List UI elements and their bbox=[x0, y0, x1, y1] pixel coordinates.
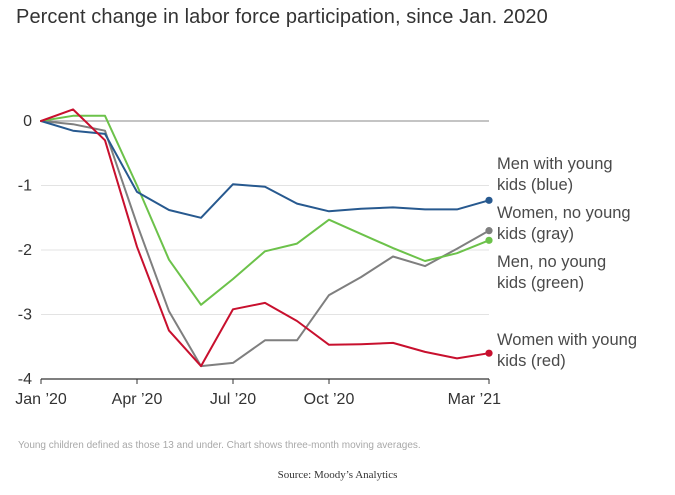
series-label: Women, no young kids (gray) bbox=[497, 204, 631, 243]
series-end-dot bbox=[485, 236, 493, 244]
y-tick-label: -1 bbox=[18, 178, 32, 195]
series-label: Men, no young kids (green) bbox=[497, 253, 606, 292]
x-tick-label: Oct ’20 bbox=[304, 391, 355, 408]
line-chart: 0 -1 -2 -3 -4 Jan ’20 Apr ’20 Jul ’20 Oct ’20 Mar… bbox=[15, 108, 637, 408]
y-tick-label: -2 bbox=[18, 242, 32, 259]
x-tick-label: Jan ’20 bbox=[15, 391, 67, 408]
x-tick-label: Jul ’20 bbox=[210, 391, 256, 408]
series-end-dot bbox=[485, 196, 493, 204]
x-tick-label: Apr ’20 bbox=[112, 391, 163, 408]
series-label: Men with young kids (blue) bbox=[497, 155, 613, 194]
x-tick-label: Mar ’21 bbox=[448, 391, 501, 408]
series-end-dot bbox=[485, 349, 493, 357]
y-tick-label: -3 bbox=[18, 307, 32, 324]
chart-title: Percent change in labor force participat… bbox=[16, 6, 548, 28]
series-line bbox=[40, 108, 490, 368]
series-line bbox=[40, 120, 490, 219]
series-line bbox=[40, 114, 490, 306]
series-label: Women with young kids (red) bbox=[497, 331, 637, 370]
series-end-dot bbox=[485, 227, 493, 235]
series-line bbox=[40, 120, 490, 368]
y-tick-label: 0 bbox=[23, 113, 32, 130]
chart-source: Source: Moody’s Analytics bbox=[277, 469, 398, 481]
y-tick-label: -4 bbox=[18, 371, 32, 388]
chart-note: Young children defined as those 13 and u… bbox=[18, 440, 421, 451]
